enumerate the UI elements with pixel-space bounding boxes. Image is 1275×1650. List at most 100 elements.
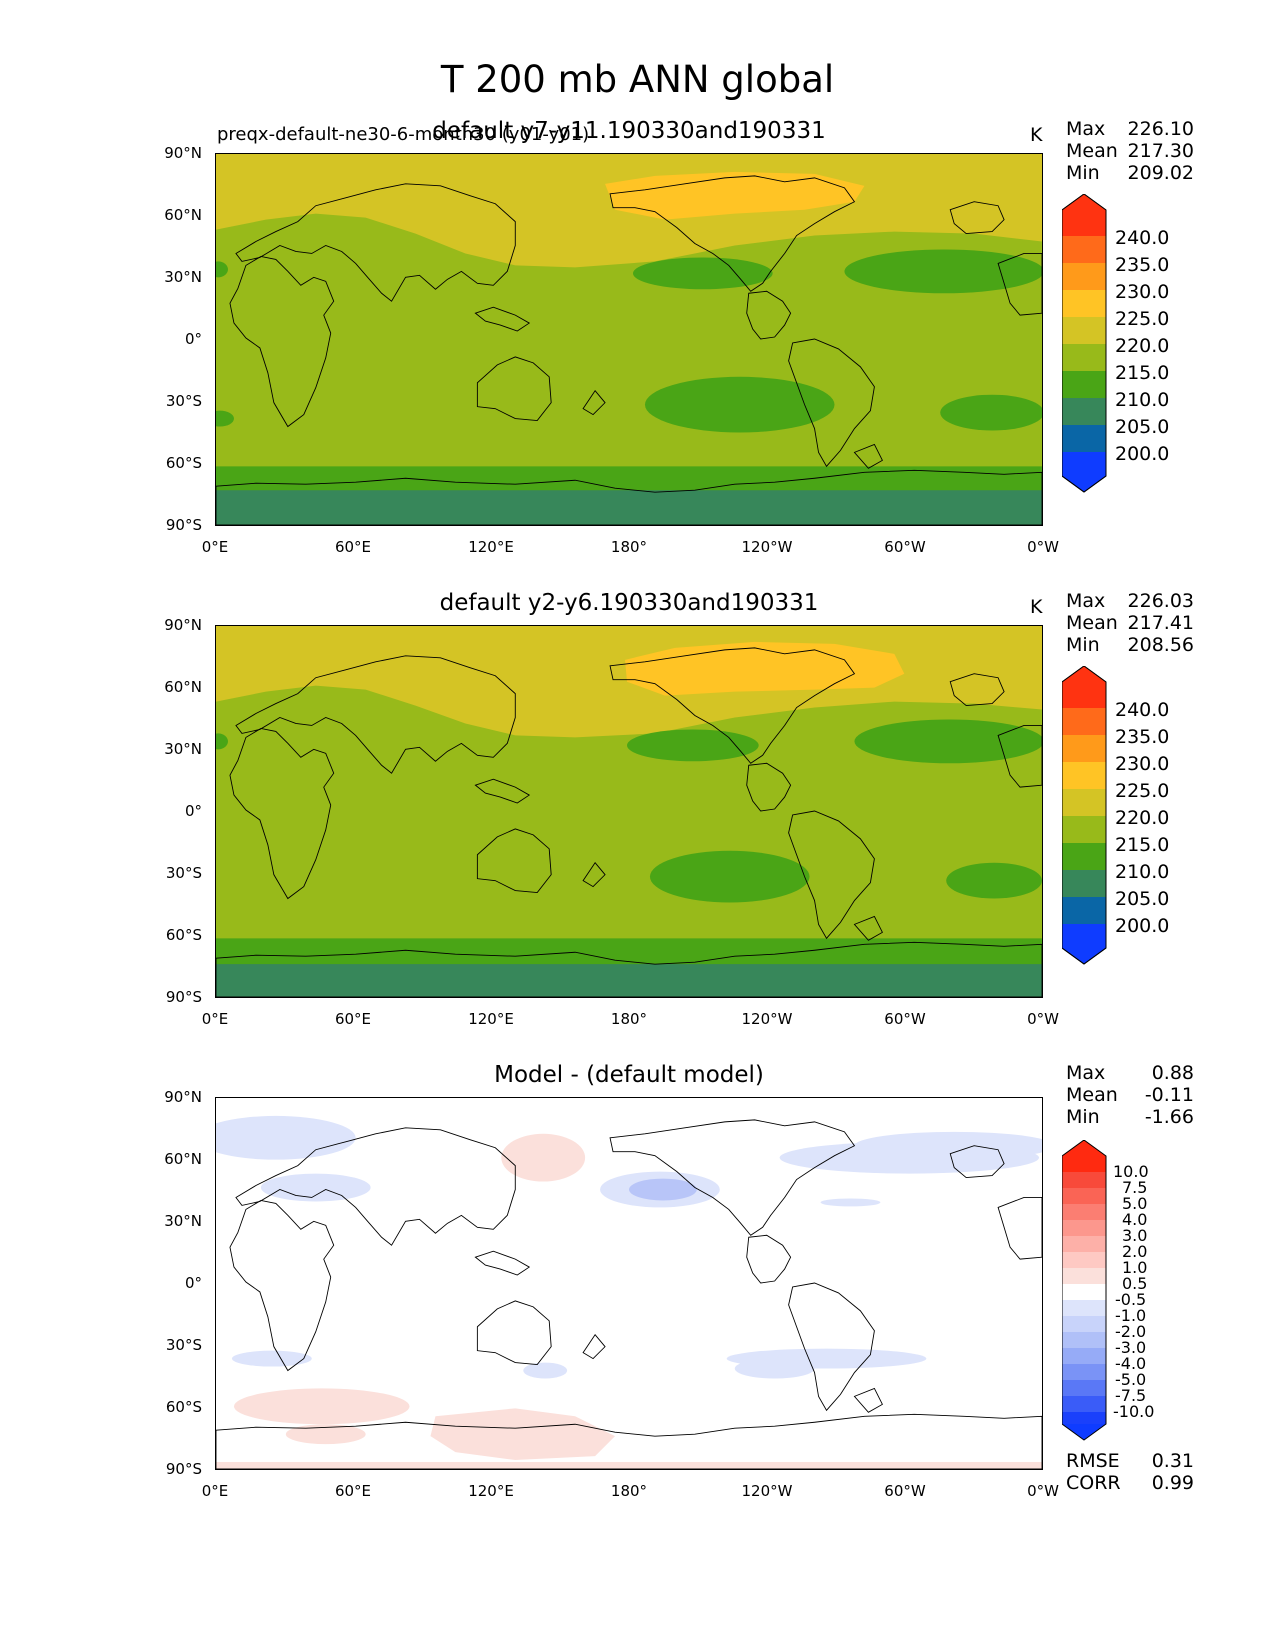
stat-min-label: Min — [1066, 634, 1100, 656]
units-label: K — [1030, 124, 1043, 146]
colorbar-label: 230.0 — [1115, 753, 1170, 775]
corr-value: 0.99 — [1151, 1472, 1194, 1494]
map-field — [216, 1098, 1042, 1469]
stat-max-label: Max — [1066, 118, 1106, 140]
colorbar-label: -4.0 — [1115, 1354, 1147, 1373]
lon-tick: 60°E — [334, 1010, 372, 1028]
stat-mean-label: Mean — [1066, 1084, 1118, 1106]
colorbar-label: 235.0 — [1115, 254, 1170, 276]
lat-tick: 30°N — [164, 740, 202, 758]
stat-mean-value: 217.30 — [1127, 140, 1194, 162]
lon-tick: 120°W — [741, 538, 793, 556]
stat-max-value: 226.03 — [1127, 590, 1194, 612]
stat-min-label: Min — [1066, 1106, 1100, 1128]
map-reference-model — [215, 625, 1043, 998]
stat-min-value: 208.56 — [1127, 634, 1194, 656]
colorbar-label: 230.0 — [1115, 281, 1170, 303]
colorbar-label: 200.0 — [1115, 915, 1170, 937]
lat-tick: 90°N — [164, 1088, 202, 1106]
colorbar-label: -1.0 — [1115, 1306, 1147, 1325]
lon-tick: 120°W — [741, 1482, 793, 1500]
colorbar — [1062, 666, 1107, 965]
colorbar-label: 225.0 — [1115, 780, 1170, 802]
colorbar-label: 215.0 — [1115, 362, 1170, 384]
panel-title: default y2-y6.190330and190331 — [439, 590, 819, 616]
lat-tick: 0° — [184, 802, 202, 820]
lon-tick: 120°E — [468, 538, 514, 556]
lon-tick: 0°E — [201, 1482, 229, 1500]
colorbar-label: 220.0 — [1115, 335, 1170, 357]
colorbar-label: 215.0 — [1115, 834, 1170, 856]
colorbar — [1062, 194, 1107, 493]
panel-left-title: preqx-default-ne30-6-month30 (y01-y01) — [217, 124, 590, 145]
stat-min-value: -1.66 — [1144, 1106, 1194, 1128]
colorbar-label: 2.0 — [1122, 1242, 1148, 1261]
colorbar-label: 200.0 — [1115, 443, 1170, 465]
lon-tick: 120°E — [468, 1010, 514, 1028]
panel-reference-model: default y2-y6.190330and190331 K Max 226.… — [0, 472, 1275, 1028]
lat-tick: 30°N — [164, 1212, 202, 1230]
lat-tick: 90°S — [165, 1460, 202, 1478]
map-difference — [215, 1097, 1043, 1470]
colorbar-label: -0.5 — [1115, 1290, 1147, 1309]
lon-tick: 60°E — [334, 538, 372, 556]
lon-tick: 0°W — [1027, 1010, 1059, 1028]
colorbar-label: -5.0 — [1115, 1370, 1147, 1389]
colorbar-label: 240.0 — [1115, 699, 1170, 721]
colorbar-label: 235.0 — [1115, 726, 1170, 748]
lat-tick: 60°S — [165, 454, 202, 472]
lon-tick: 0°W — [1027, 1482, 1059, 1500]
lat-tick: 60°N — [164, 1150, 202, 1168]
colorbar-label: 205.0 — [1115, 888, 1170, 910]
lon-tick: 60°W — [884, 1010, 926, 1028]
stat-min-label: Min — [1066, 162, 1100, 184]
lat-tick: 90°S — [165, 516, 202, 534]
lat-tick: 60°S — [165, 926, 202, 944]
units-label: K — [1030, 596, 1043, 618]
colorbar-label: 210.0 — [1115, 389, 1170, 411]
map-test-model — [215, 153, 1043, 526]
colorbar-label: 3.0 — [1122, 1226, 1148, 1245]
lon-tick: 180° — [610, 1010, 648, 1028]
map-field — [216, 626, 1042, 997]
colorbar-label: 5.0 — [1122, 1194, 1148, 1213]
lon-tick: 0°E — [201, 1010, 229, 1028]
colorbar-label: 210.0 — [1115, 861, 1170, 883]
lon-tick: 60°E — [334, 1482, 372, 1500]
lon-tick: 60°W — [884, 1482, 926, 1500]
colorbar-label: 4.0 — [1122, 1210, 1148, 1229]
colorbar-label: -2.0 — [1115, 1322, 1147, 1341]
stat-max-label: Max — [1066, 1062, 1106, 1084]
colorbar-difference — [1062, 1140, 1107, 1441]
lat-tick: 60°N — [164, 206, 202, 224]
lon-tick: 0°W — [1027, 538, 1059, 556]
stat-mean-value: -0.11 — [1144, 1084, 1194, 1106]
lon-tick: 120°E — [468, 1482, 514, 1500]
colorbar-label: 10.0 — [1113, 1162, 1149, 1181]
colorbar-label: 0.5 — [1122, 1274, 1148, 1293]
stat-min-value: 209.02 — [1127, 162, 1194, 184]
colorbar-label: 205.0 — [1115, 416, 1170, 438]
colorbar-label: -10.0 — [1113, 1402, 1155, 1421]
stat-mean-label: Mean — [1066, 140, 1118, 162]
stat-mean-label: Mean — [1066, 612, 1118, 634]
panel-title: Model - (default model) — [494, 1062, 764, 1088]
colorbar-label: 225.0 — [1115, 308, 1170, 330]
lon-tick: 0°E — [201, 538, 229, 556]
colorbar-label: -3.0 — [1115, 1338, 1147, 1357]
colorbar-label: 240.0 — [1115, 227, 1170, 249]
colorbar-label: 220.0 — [1115, 807, 1170, 829]
lat-tick: 60°N — [164, 678, 202, 696]
rmse-value: 0.31 — [1151, 1450, 1194, 1472]
lat-tick: 90°S — [165, 988, 202, 1006]
lat-tick: 30°S — [165, 864, 202, 882]
colorbar-label: 7.5 — [1122, 1178, 1148, 1197]
lat-tick: 90°N — [164, 144, 202, 162]
lon-tick: 180° — [610, 1482, 648, 1500]
lat-tick: 0° — [184, 330, 202, 348]
rmse-label: RMSE — [1066, 1450, 1120, 1472]
corr-label: CORR — [1066, 1472, 1121, 1494]
panel-test-model: preqx-default-ne30-6-month30 (y01-y01) d… — [0, 0, 1275, 556]
lat-tick: 0° — [184, 1274, 202, 1292]
panel-difference: Model - (default model) Max 0.88 Mean -0… — [0, 944, 1275, 1500]
